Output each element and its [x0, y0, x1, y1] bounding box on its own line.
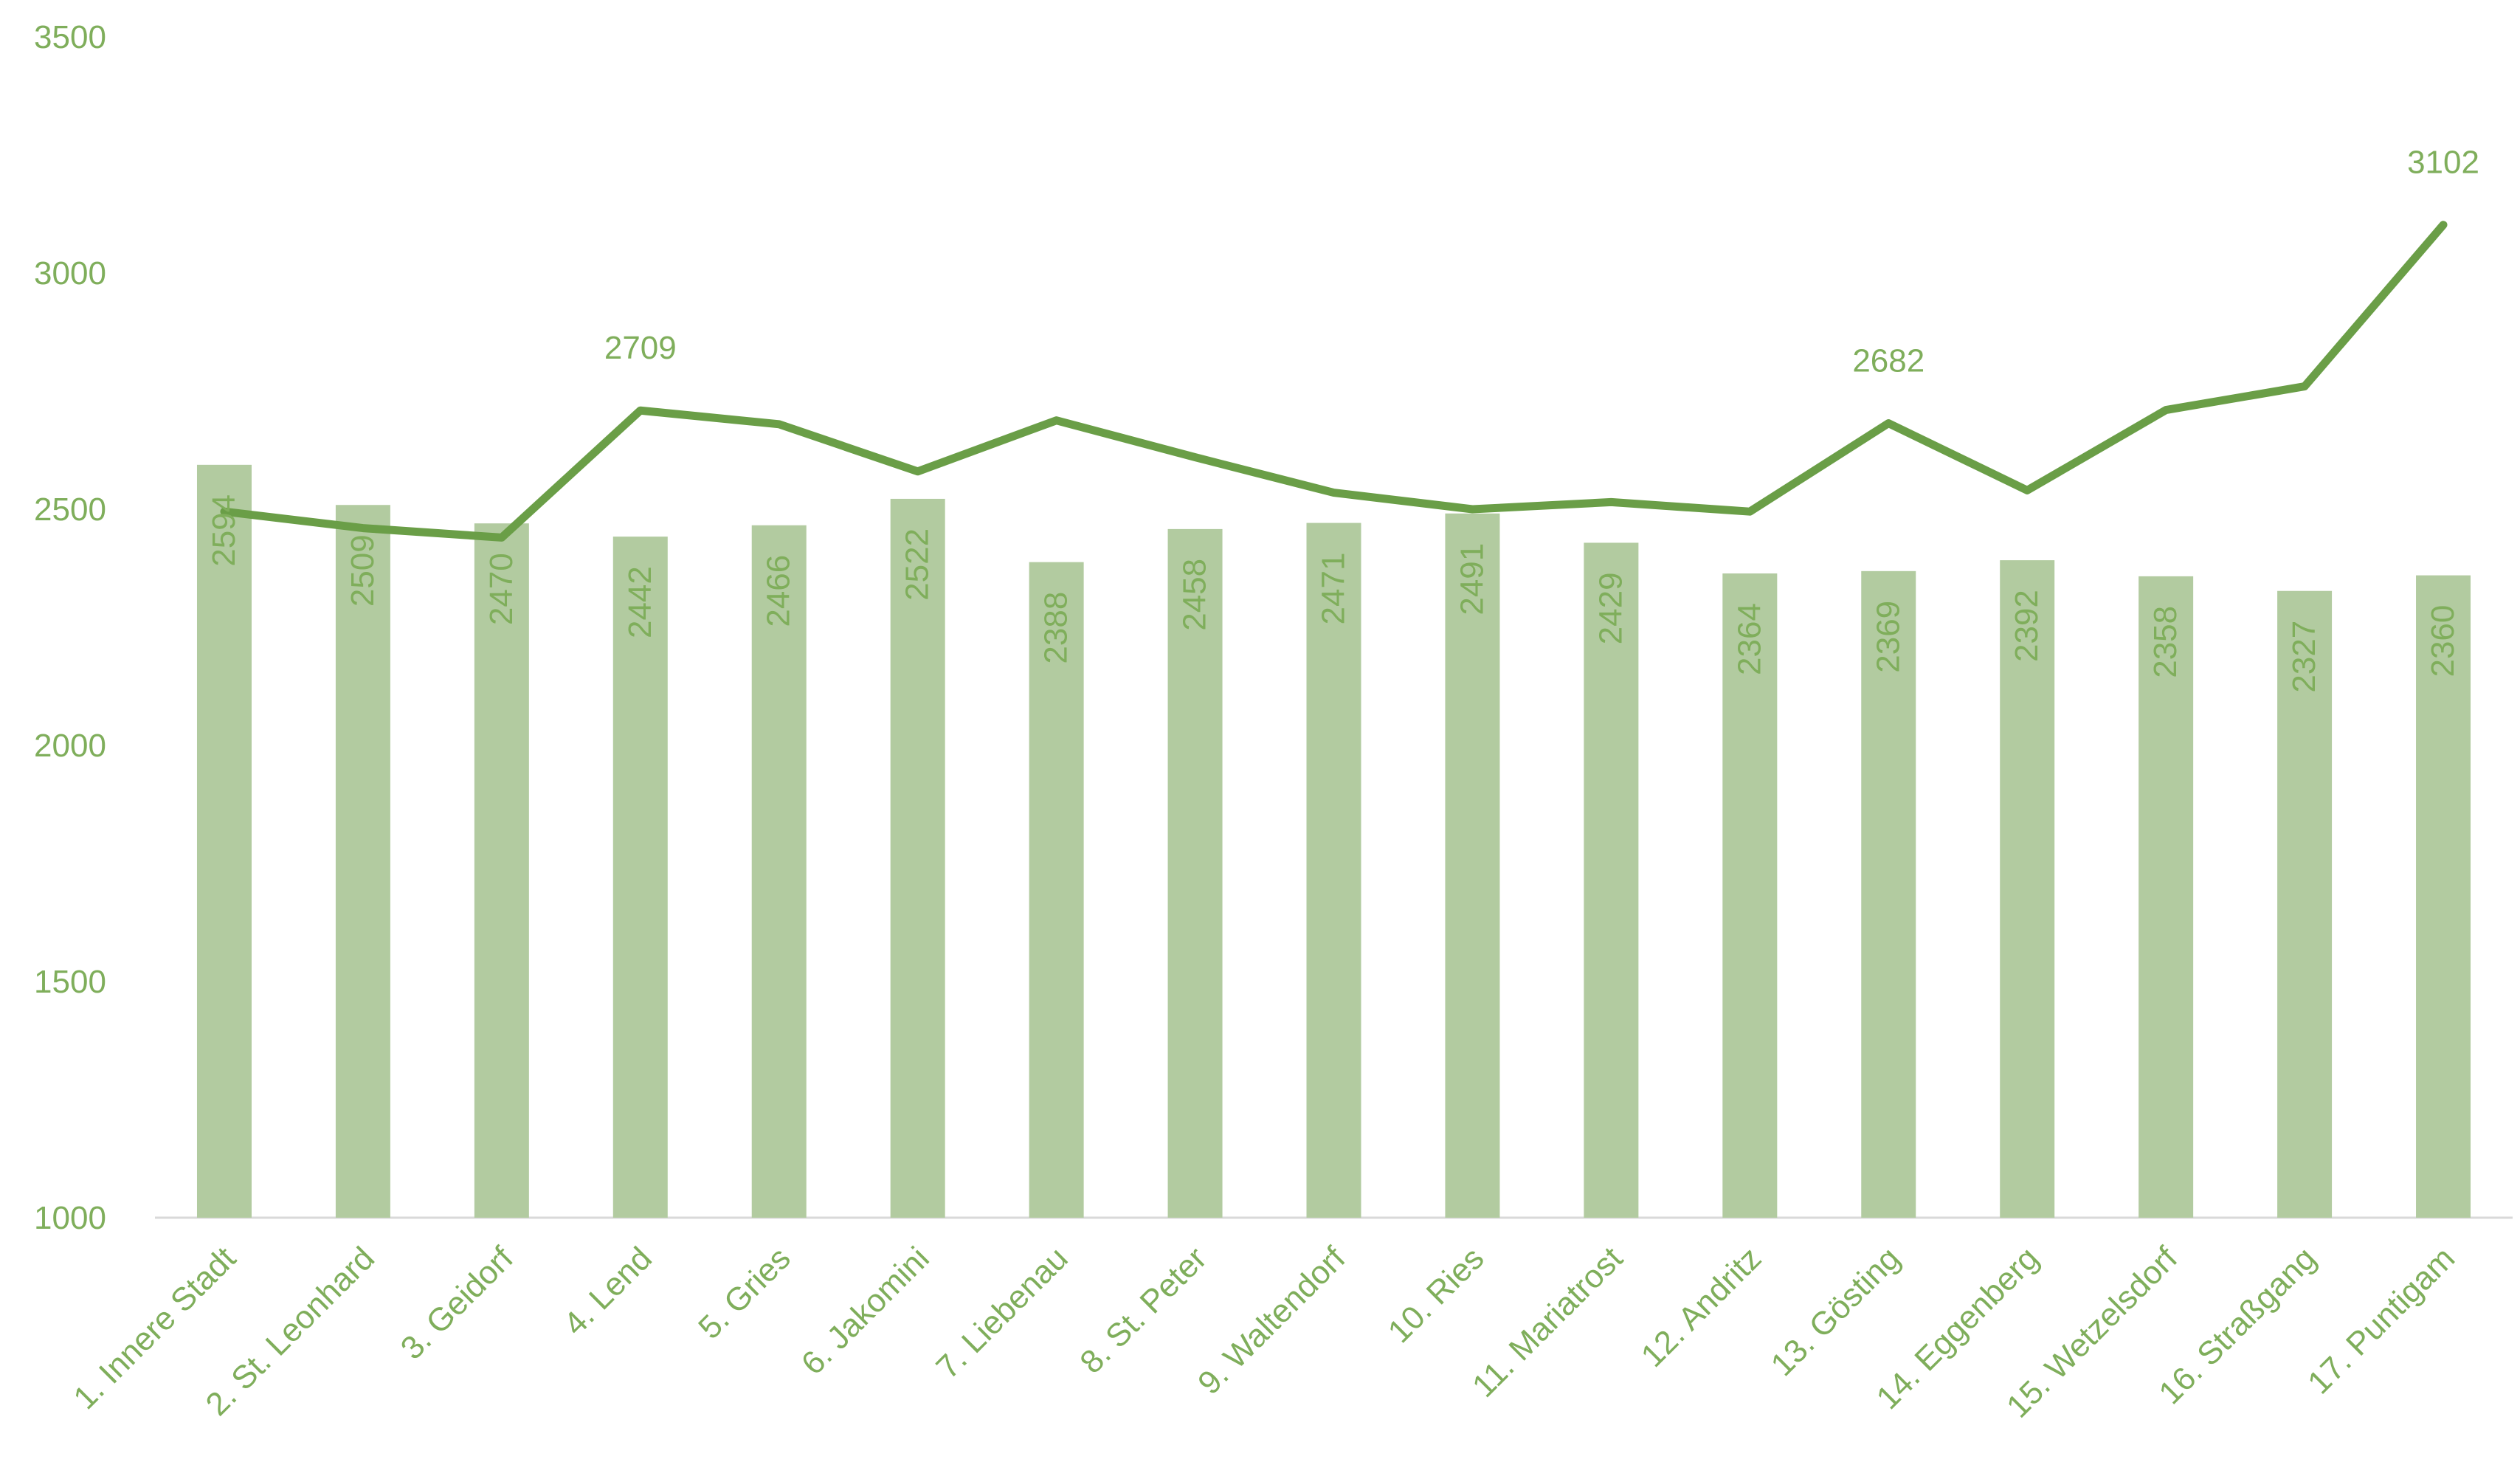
bar-data-label: 2358: [2147, 606, 2184, 678]
bar-data-label: 2429: [1592, 572, 1629, 644]
y-tick-label: 2000: [34, 728, 106, 764]
y-tick-label: 3500: [34, 19, 106, 55]
x-tick-label: 11. Mariatrost: [1466, 1240, 1630, 1404]
x-tick-label: 4. Lend: [556, 1240, 658, 1342]
bar: [1861, 570, 1916, 1218]
y-tick-label: 1500: [34, 964, 106, 1000]
bar: [1584, 542, 1639, 1218]
bar: [196, 464, 252, 1218]
line-data-label: 3102: [2407, 145, 2479, 181]
x-tick-label: 13. Gösting: [1764, 1240, 1908, 1383]
x-tick-label: 8. St. Peter: [1073, 1240, 1213, 1380]
bar: [2138, 576, 2194, 1218]
bar-data-label: 2471: [1316, 553, 1352, 625]
bar: [612, 537, 668, 1218]
bar: [751, 525, 807, 1218]
bar: [474, 523, 529, 1218]
y-tick-label: 1000: [34, 1200, 106, 1236]
bar-data-label: 2509: [345, 534, 381, 607]
bar-data-label: 2466: [761, 555, 797, 627]
bar-data-label: 2442: [622, 566, 658, 638]
bar-data-label: 2594: [206, 494, 242, 567]
bar: [1445, 513, 1500, 1218]
bar-data-label: 2491: [1454, 543, 1490, 615]
bar: [2416, 575, 2471, 1218]
bar-data-label: 2364: [1731, 603, 1767, 675]
bar: [2000, 560, 2055, 1218]
bar-data-label: 2360: [2425, 605, 2461, 677]
bar-data-label: 2458: [1177, 559, 1213, 631]
bar: [1029, 562, 1084, 1218]
bar: [1306, 523, 1361, 1218]
line-series: [220, 221, 2448, 542]
x-tick-label: 6. Jakomini: [795, 1240, 936, 1382]
line-data-label: 2682: [1852, 343, 1924, 379]
bar: [335, 505, 390, 1218]
bar: [2277, 590, 2333, 1218]
x-tick-label: 9. Waltendorf: [1191, 1240, 1353, 1401]
x-tick-label: 10. Ries: [1381, 1240, 1491, 1350]
x-tick-label: 3. Geidorf: [394, 1240, 521, 1367]
y-tick-label: 2500: [34, 492, 106, 528]
bar-data-label: 2369: [1870, 601, 1906, 673]
bar-data-label: 2388: [1038, 592, 1074, 664]
bar: [1722, 573, 1778, 1218]
bar-data-label: 2327: [2286, 621, 2322, 693]
bar: [890, 498, 945, 1218]
x-tick-label: 5. Gries: [691, 1240, 798, 1346]
line-data-label: 2709: [604, 330, 677, 366]
x-tick-label: 7. Liebenau: [929, 1240, 1074, 1385]
bar: [1167, 528, 1223, 1218]
bar-data-label: 2392: [2009, 590, 2045, 662]
x-tick-label: 12. Andritz: [1634, 1240, 1769, 1374]
bar-data-label: 2522: [900, 528, 936, 601]
y-tick-label: 3000: [34, 255, 106, 292]
x-tick-label: 17. Puntigam: [2301, 1240, 2462, 1401]
bar-data-label: 2470: [483, 553, 519, 625]
